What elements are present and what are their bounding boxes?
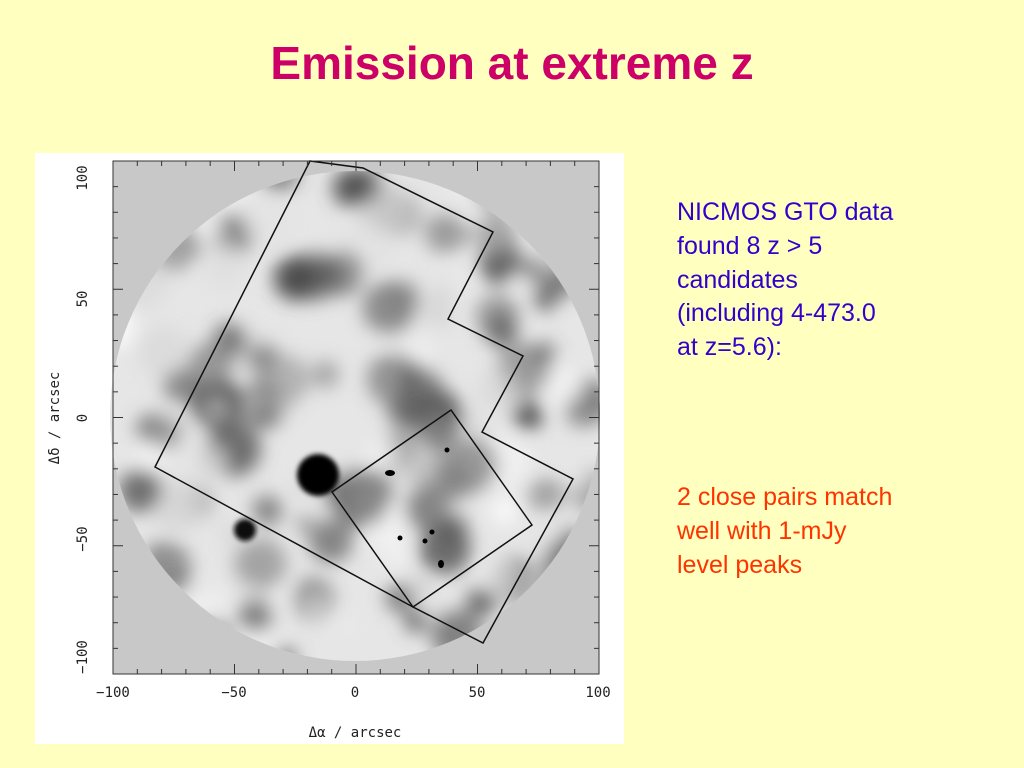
noise-blob — [195, 446, 227, 478]
noise-blob — [490, 497, 518, 525]
noise-blob — [419, 415, 457, 453]
noise-blob — [465, 587, 497, 619]
noise-blob — [234, 538, 287, 591]
nicmos-candidates — [385, 447, 450, 568]
noise-blob — [179, 234, 204, 259]
y-tick-label: 0 — [75, 414, 91, 422]
noise-blob — [404, 609, 428, 633]
noise-blob — [203, 396, 229, 422]
noise-blob — [476, 368, 516, 409]
noise-blob — [457, 226, 476, 245]
noise-blob — [385, 583, 414, 612]
bullet-line: NICMOS GTO data — [677, 198, 894, 226]
noise-blob — [249, 205, 293, 249]
noise-blob — [234, 580, 256, 601]
noise-blob — [405, 489, 449, 533]
noise-blob — [384, 545, 408, 569]
noise-blob — [542, 366, 584, 408]
noise-blob — [569, 471, 589, 491]
bullet-line: (including 4-473.0 — [677, 299, 876, 328]
noise-blob — [305, 597, 325, 616]
noise-blob — [150, 416, 184, 450]
bullet-line: level peaks — [677, 550, 803, 579]
bullet-line: candidates — [677, 265, 798, 294]
noise-blob — [203, 584, 231, 613]
slide-title: Emission at extreme z — [270, 37, 754, 89]
y-axis-label: Δδ / arcsec — [47, 372, 63, 465]
noise-blob — [531, 477, 565, 510]
noise-blob — [150, 479, 203, 532]
bullet-line: well with 1-mJy — [677, 516, 847, 545]
noise-blob — [188, 342, 234, 388]
x-tick-label: 0 — [351, 685, 359, 701]
y-tick-label: 50 — [75, 291, 91, 308]
bullet-line: found 8 z > 5 — [677, 231, 823, 260]
candidate-marker — [385, 470, 395, 476]
bullet-line: at z=5.6): — [677, 333, 782, 361]
map-svg: −100 −50 0 50 100 Δα / arcsec 100 50 0 −… — [47, 160, 611, 741]
submm-map-figure: −100 −50 0 50 100 Δα / arcsec 100 50 0 −… — [35, 153, 624, 744]
noise-blob — [362, 281, 417, 335]
noise-blob — [419, 522, 471, 575]
noise-blob — [518, 257, 542, 281]
candidate-marker — [438, 560, 444, 568]
noise-blob — [566, 395, 598, 428]
noise-blob — [434, 282, 453, 302]
noise-blob — [484, 559, 519, 594]
noise-blob — [417, 296, 454, 332]
noise-blob — [137, 325, 190, 378]
noise-blob — [443, 438, 498, 492]
noise-blob — [242, 391, 264, 413]
noise-blob — [296, 515, 314, 533]
candidate-marker — [397, 535, 403, 541]
candidate-marker — [429, 529, 435, 535]
noise-blob — [311, 360, 339, 388]
candidate-marker — [444, 447, 450, 453]
bright-source — [297, 454, 339, 496]
noise-blob — [475, 293, 521, 338]
bullet-close-pairs: 2 close pairs match well with 1-mJy leve… — [677, 481, 997, 582]
noise-blob — [398, 365, 442, 408]
y-tick-label: −50 — [75, 526, 91, 551]
noise-blob — [203, 245, 247, 288]
y-tick-label: 100 — [75, 165, 91, 190]
bullet-line: 2 close pairs match — [677, 483, 893, 511]
secondary-source — [234, 519, 256, 541]
survey-field-outline — [154, 160, 575, 645]
noise-blob — [513, 400, 543, 430]
x-tick-label: −50 — [221, 685, 246, 701]
noise-blob — [273, 255, 319, 301]
noise-blob — [409, 576, 432, 599]
y-tick-label: −100 — [75, 640, 91, 674]
x-tick-label: 100 — [585, 685, 610, 701]
noise-blob — [338, 617, 357, 636]
noise-blob — [252, 495, 283, 526]
noise-blob — [318, 250, 365, 296]
nicmos-field-outline — [330, 408, 534, 609]
noise-blob — [118, 469, 162, 513]
noise-blob — [345, 171, 383, 203]
x-tick-label: −100 — [96, 685, 130, 701]
bullet-nicmos-candidates: NICMOS GTO data found 8 z > 5 candidates… — [677, 196, 997, 365]
noise-blob — [309, 519, 353, 563]
noise-blob — [545, 464, 563, 482]
x-tick-label: 50 — [469, 685, 486, 701]
noise-blob — [238, 597, 274, 633]
noise-blob — [260, 355, 311, 405]
noise-blob — [346, 484, 388, 526]
x-axis-label: Δα / arcsec — [309, 725, 402, 741]
noise-blob — [367, 437, 397, 467]
noise-blob — [424, 213, 464, 253]
candidate-marker — [422, 538, 428, 544]
